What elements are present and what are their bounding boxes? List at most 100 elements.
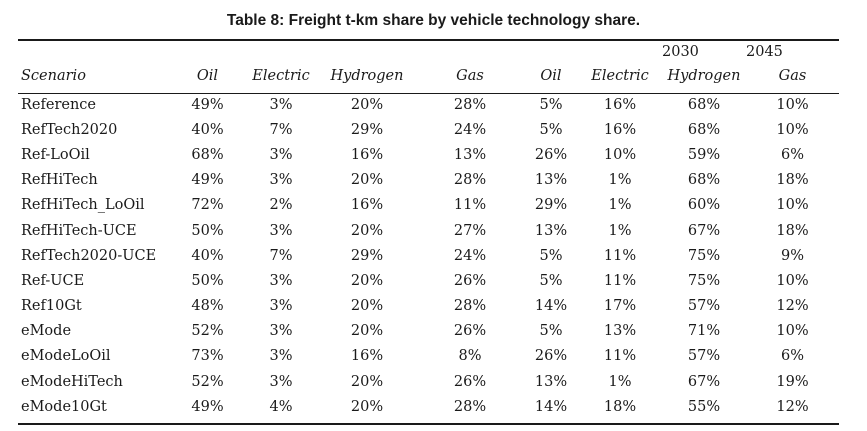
table-row: RefTech2020 40% 7% 29% 24% 5% 16% 68% 10% xyxy=(18,117,839,142)
share-value-cell: 20% xyxy=(350,96,384,113)
share-value-cell: 3% xyxy=(269,323,293,340)
share-value-cell: 67% xyxy=(687,222,721,239)
share-value-cell: 3% xyxy=(269,348,293,365)
share-value-cell: 52% xyxy=(191,323,224,340)
column-header: Scenario xyxy=(21,68,86,84)
scenario-name-cell: Ref-UCE xyxy=(21,272,85,289)
share-value-cell: 10% xyxy=(776,96,809,113)
table-row: eModeHiTech 52% 3% 20% 26% 13% 1% 67% 19% xyxy=(18,369,839,394)
share-value-cell: 26% xyxy=(453,272,487,289)
table-row: Ref-UCE 50% 3% 20% 26% 5% 11% 75% 10% xyxy=(18,268,839,293)
share-value-cell: 16% xyxy=(350,348,384,365)
share-value-cell: 16% xyxy=(350,197,384,214)
share-value-cell: 3% xyxy=(269,96,293,113)
column-header: Hydrogen xyxy=(330,68,404,84)
share-value-cell: 28% xyxy=(453,96,487,113)
share-value-cell: 20% xyxy=(350,373,384,390)
column-header: Hydrogen xyxy=(667,68,741,84)
share-value-cell: 27% xyxy=(453,222,487,239)
share-value-cell: 68% xyxy=(191,146,224,163)
share-value-cell: 20% xyxy=(350,222,384,239)
share-value-cell: 24% xyxy=(453,247,487,264)
share-value-cell: 67% xyxy=(687,373,721,390)
share-value-cell: 3% xyxy=(269,172,293,189)
share-value-cell: 57% xyxy=(687,348,721,365)
share-value-cell: 16% xyxy=(350,146,384,163)
share-value-cell: 16% xyxy=(603,121,637,138)
share-value-cell: 10% xyxy=(603,146,637,163)
scenario-name-cell: RefTech2020-UCE xyxy=(21,247,157,264)
share-value-cell: 9% xyxy=(780,247,804,264)
share-value-cell: 26% xyxy=(453,323,487,340)
table-caption: Table 8: Freight t-km share by vehicle t… xyxy=(226,12,641,29)
scenario-name-cell: eModeLoOil xyxy=(21,348,111,365)
year-label-2030: 2030 xyxy=(662,44,699,60)
share-value-cell: 75% xyxy=(687,272,721,289)
scenario-name-cell: RefHiTech xyxy=(21,172,98,189)
share-value-cell: 29% xyxy=(350,121,384,138)
share-value-cell: 59% xyxy=(687,146,721,163)
share-value-cell: 29% xyxy=(534,197,568,214)
share-value-cell: 10% xyxy=(776,197,809,214)
scenario-name-cell: RefTech2020 xyxy=(21,121,118,138)
column-header: Electric xyxy=(252,68,310,84)
bottom-rule xyxy=(18,423,839,425)
share-value-cell: 57% xyxy=(687,298,721,315)
share-value-cell: 40% xyxy=(191,247,224,264)
scenario-name-cell: RefHiTech-UCE xyxy=(21,222,137,239)
share-value-cell: 18% xyxy=(776,172,809,189)
share-value-cell: 3% xyxy=(269,222,293,239)
share-value-cell: 40% xyxy=(191,121,224,138)
header-row: Scenario Oil Electric Hydrogen Gas Oil E… xyxy=(18,68,839,92)
share-value-cell: 5% xyxy=(539,96,563,113)
share-value-cell: 12% xyxy=(776,398,809,415)
share-value-cell: 60% xyxy=(687,197,721,214)
scenario-name-cell: Ref10Gt xyxy=(21,298,82,315)
share-value-cell: 5% xyxy=(539,272,563,289)
share-value-cell: 10% xyxy=(776,121,809,138)
share-value-cell: 5% xyxy=(539,121,563,138)
share-value-cell: 68% xyxy=(687,96,721,113)
share-value-cell: 1% xyxy=(608,197,632,214)
share-value-cell: 16% xyxy=(603,96,637,113)
share-value-cell: 11% xyxy=(603,348,637,365)
share-value-cell: 3% xyxy=(269,272,293,289)
share-value-cell: 2% xyxy=(269,197,293,214)
table-row: eMode 52% 3% 20% 26% 5% 13% 71% 10% xyxy=(18,319,839,344)
table-row: RefHiTech-UCE 50% 3% 20% 27% 13% 1% 67% 18% xyxy=(18,218,839,243)
share-value-cell: 20% xyxy=(350,298,384,315)
share-value-cell: 11% xyxy=(603,272,637,289)
share-value-cell: 13% xyxy=(603,323,637,340)
share-value-cell: 3% xyxy=(269,373,293,390)
share-value-cell: 11% xyxy=(603,247,637,264)
share-value-cell: 20% xyxy=(350,172,384,189)
share-value-cell: 11% xyxy=(453,197,487,214)
share-value-cell: 20% xyxy=(350,323,384,340)
share-value-cell: 6% xyxy=(780,146,804,163)
share-value-cell: 72% xyxy=(191,197,224,214)
table-row: RefHiTech 49% 3% 20% 28% 13% 1% 68% 18% xyxy=(18,168,839,193)
share-value-cell: 4% xyxy=(269,398,293,415)
freight-share-table: Scenario Oil Electric Hydrogen Gas Oil E… xyxy=(18,68,839,419)
scenario-name-cell: Reference xyxy=(21,96,96,113)
share-value-cell: 1% xyxy=(608,373,632,390)
share-value-cell: 13% xyxy=(534,222,568,239)
column-header: Gas xyxy=(778,68,807,84)
header-rule xyxy=(18,93,839,94)
share-value-cell: 26% xyxy=(534,146,568,163)
share-value-cell: 1% xyxy=(608,172,632,189)
share-value-cell: 13% xyxy=(534,172,568,189)
share-value-cell: 49% xyxy=(191,96,224,113)
year-label-2045: 2045 xyxy=(746,44,783,60)
share-value-cell: 28% xyxy=(453,398,487,415)
share-value-cell: 6% xyxy=(780,348,804,365)
scenario-name-cell: Ref-LoOil xyxy=(21,146,90,163)
table-row: eMode10Gt 49% 4% 20% 28% 14% 18% 55% 12% xyxy=(18,394,839,419)
share-value-cell: 28% xyxy=(453,298,487,315)
share-value-cell: 68% xyxy=(687,121,721,138)
column-header: Gas xyxy=(456,68,484,84)
share-value-cell: 24% xyxy=(453,121,487,138)
table-row: RefHiTech_LoOil 72% 2% 16% 11% 29% 1% 60% 10% xyxy=(18,193,839,218)
column-header: Oil xyxy=(540,68,562,84)
share-value-cell: 20% xyxy=(350,398,384,415)
